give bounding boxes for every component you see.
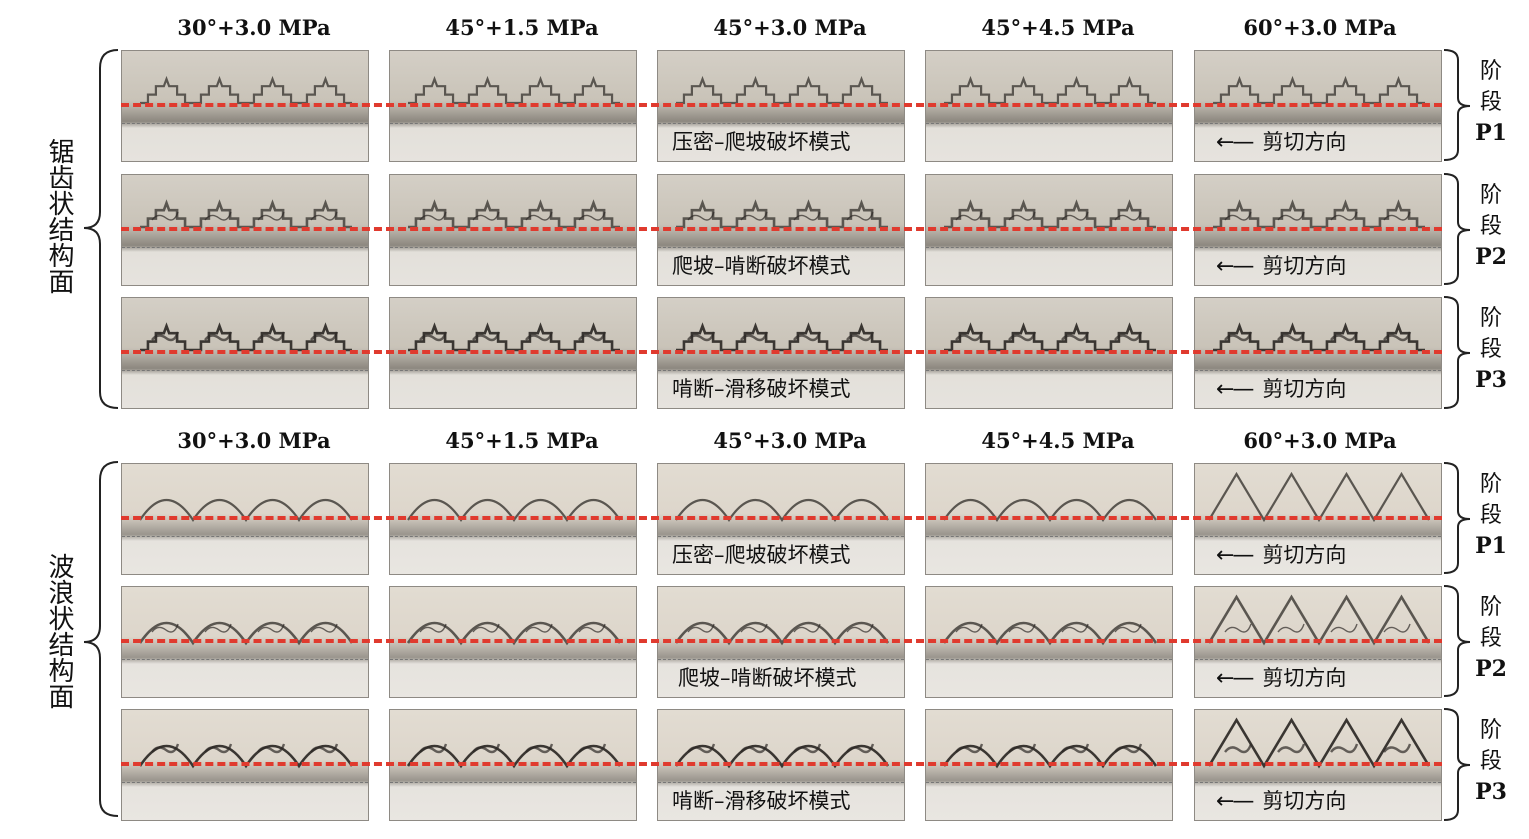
shear-direction-text: 剪切方向 [1262,666,1347,690]
stage-code: P1 [1475,533,1507,559]
lower-block [122,247,368,285]
lower-block [390,123,636,161]
stage-code: P2 [1475,656,1507,682]
stage-char: 阶 [1479,59,1502,84]
shear-direction-text: 剪切方向 [1262,130,1347,154]
lower-block [122,536,368,574]
stage-code: P2 [1475,244,1507,270]
arrow-left-icon: ←— [1216,666,1254,691]
lower-block [122,659,368,697]
lower-block [926,536,1172,574]
lower-block [1195,247,1441,285]
lower-block [926,247,1172,285]
arrow-left-icon: ←— [1216,789,1254,814]
failure-mode-label: 爬坡–啃断破坏模式 [678,666,857,690]
stage-label: 阶段 P1 [1466,56,1516,149]
stage-code: P3 [1475,779,1507,805]
stage-char: 段 [1479,90,1502,115]
stage-label: 阶段 P1 [1466,469,1516,562]
stage-char: 阶 [1479,306,1502,331]
lower-block [1195,370,1441,408]
stage-char: 段 [1479,337,1502,362]
column-header: 60°+3.0 MPa [1243,428,1397,453]
lower-block [658,782,904,820]
stage-char: 段 [1479,749,1502,774]
column-header: 45°+4.5 MPa [981,428,1135,453]
stage-label: 阶段 P3 [1466,303,1516,396]
lower-block [1195,536,1441,574]
shear-direction-label: ←— 剪切方向 [1216,126,1346,156]
group-title-sawtooth: 锯齿状结构面 [44,138,74,294]
column-header: 45°+4.5 MPa [981,15,1135,40]
failure-mode-label: 压密–爬坡破坏模式 [672,543,851,567]
stage-char: 阶 [1479,595,1502,620]
lower-block [390,536,636,574]
column-header: 30°+3.0 MPa [177,15,331,40]
shear-plane-dashed-line [121,350,1442,354]
stage-char: 阶 [1479,718,1502,743]
failure-mode-label: 压密–爬坡破坏模式 [672,130,851,154]
shear-plane-dashed-line [121,227,1442,231]
lower-block [122,370,368,408]
shear-direction-label: ←— 剪切方向 [1216,539,1346,569]
lower-block [658,536,904,574]
shear-direction-label: ←— 剪切方向 [1216,250,1346,280]
lower-block [122,782,368,820]
stage-char: 段 [1479,503,1502,528]
lower-block [390,370,636,408]
shear-direction-text: 剪切方向 [1262,377,1347,401]
column-header: 45°+3.0 MPa [713,428,867,453]
lower-block [658,247,904,285]
column-header: 45°+1.5 MPa [445,428,599,453]
column-header: 45°+1.5 MPa [445,15,599,40]
column-header: 45°+3.0 MPa [713,15,867,40]
shear-direction-text: 剪切方向 [1262,543,1347,567]
lower-block [122,123,368,161]
stage-label: 阶段 P2 [1466,180,1516,273]
shear-direction-text: 剪切方向 [1262,789,1347,813]
lower-block [390,659,636,697]
lower-block [1195,782,1441,820]
lower-block [926,659,1172,697]
lower-block [926,370,1172,408]
lower-block [658,370,904,408]
stage-label: 阶段 P3 [1466,715,1516,808]
stage-char: 段 [1479,626,1502,651]
shear-direction-label: ←— 剪切方向 [1216,785,1346,815]
failure-mode-label: 爬坡–啃断破坏模式 [672,254,851,278]
shear-plane-dashed-line [121,516,1442,520]
lower-block [390,782,636,820]
shear-plane-dashed-line [121,639,1442,643]
shear-direction-label: ←— 剪切方向 [1216,373,1346,403]
group-title-wave: 波浪状结构面 [44,553,74,709]
lower-block [926,123,1172,161]
lower-block [926,782,1172,820]
stage-char: 阶 [1479,183,1502,208]
stage-code: P1 [1475,120,1507,146]
arrow-left-icon: ←— [1216,130,1254,155]
column-header: 30°+3.0 MPa [177,428,331,453]
shear-direction-label: ←— 剪切方向 [1216,662,1346,692]
lower-block [390,247,636,285]
stage-label: 阶段 P2 [1466,592,1516,685]
failure-mode-label: 啃断–滑移破坏模式 [672,789,851,813]
arrow-left-icon: ←— [1216,543,1254,568]
lower-block [658,659,904,697]
lower-block [1195,659,1441,697]
stage-char: 阶 [1479,472,1502,497]
stage-char: 段 [1479,214,1502,239]
lower-block [658,123,904,161]
lower-block [1195,123,1441,161]
shear-plane-dashed-line [121,762,1442,766]
specimen-photo [121,297,369,409]
arrow-left-icon: ←— [1216,377,1254,402]
column-header: 60°+3.0 MPa [1243,15,1397,40]
shear-plane-dashed-line [121,103,1442,107]
stage-code: P3 [1475,367,1507,393]
arrow-left-icon: ←— [1216,254,1254,279]
shear-direction-text: 剪切方向 [1262,254,1347,278]
failure-mode-label: 啃断–滑移破坏模式 [672,377,851,401]
